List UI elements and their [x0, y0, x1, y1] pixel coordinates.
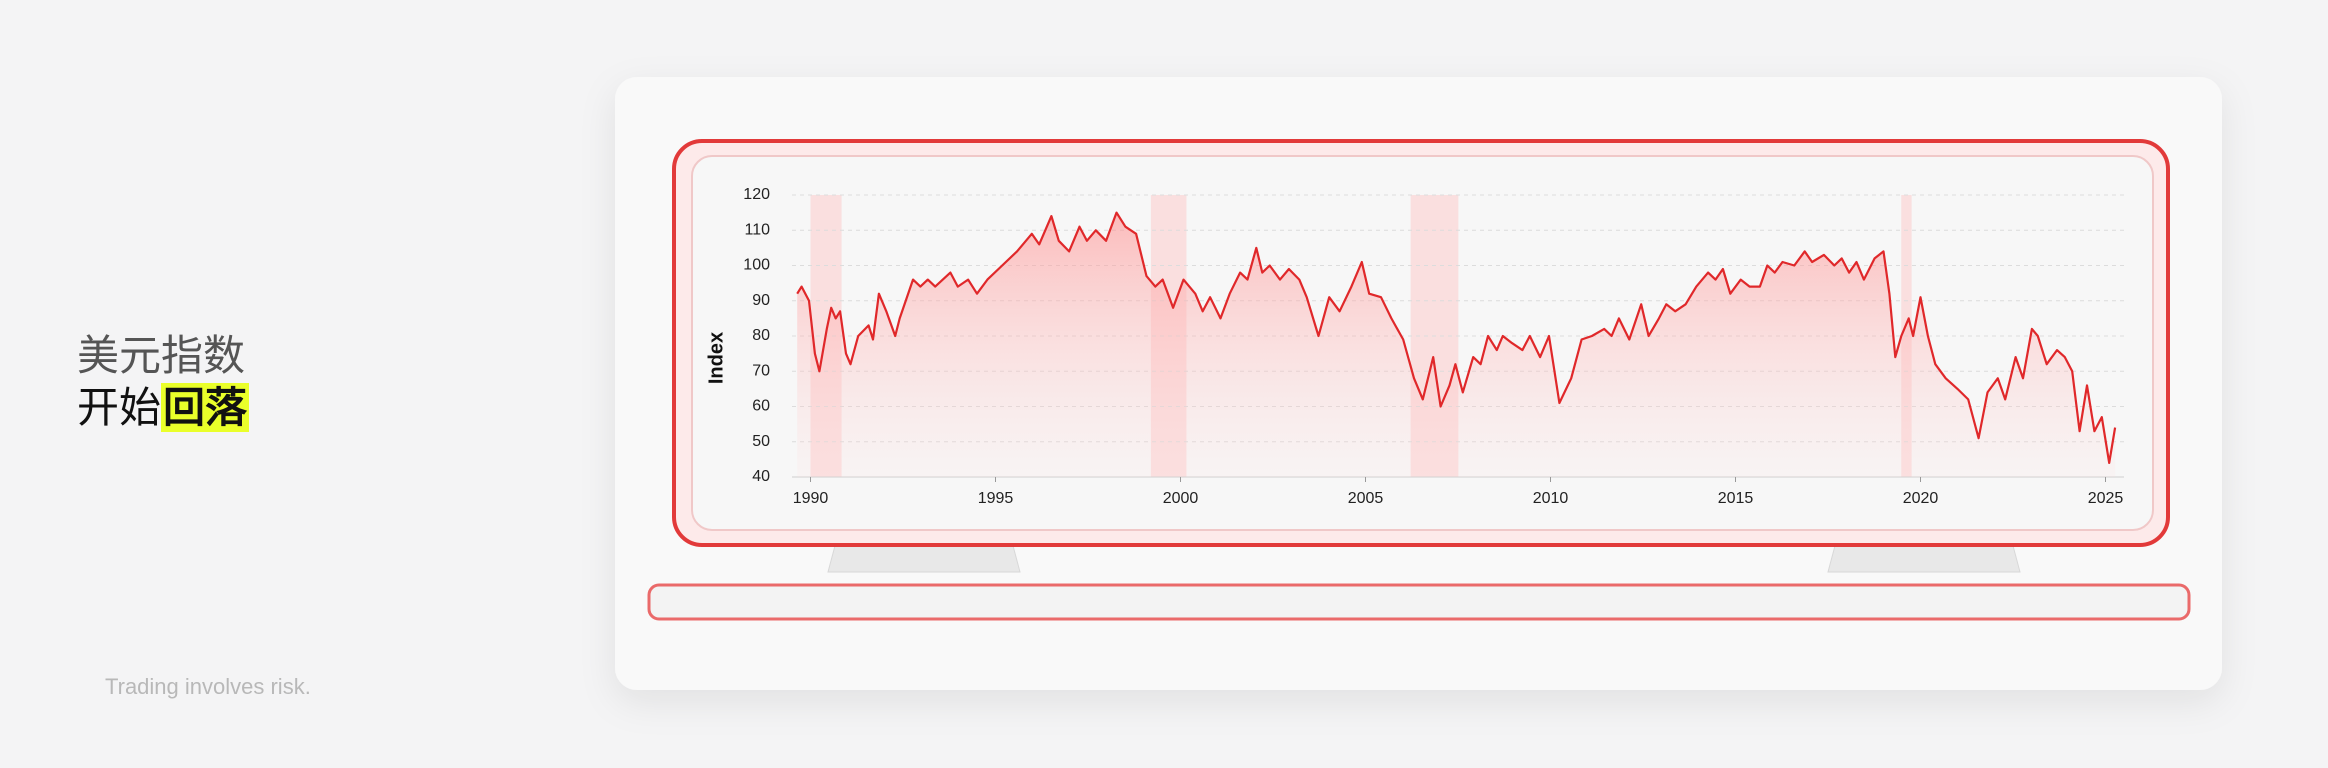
headline-line: 美元指数 — [77, 331, 246, 380]
x-tick-label: 2010 — [1533, 490, 1569, 507]
y-tick-label: 50 — [752, 433, 770, 450]
headline: 美元指数 开始回落 — [77, 330, 250, 434]
headline-line: 开始回落 — [77, 382, 250, 434]
stand-base — [647, 583, 2191, 621]
area — [797, 212, 2116, 477]
y-tick-label: 120 — [743, 186, 770, 203]
x-tick-label: 2025 — [2088, 490, 2124, 507]
headline-highlight: 回落 — [161, 383, 250, 432]
x-tick-label: 2000 — [1163, 490, 1199, 507]
x-tick-label: 1990 — [793, 490, 829, 507]
x-tick-label: 1995 — [978, 490, 1014, 507]
y-tick-label: 110 — [744, 221, 770, 238]
headline-text: 开始 — [77, 383, 162, 432]
y-axis-label: Index — [705, 332, 727, 384]
disclaimer: Trading involves risk. — [105, 674, 311, 699]
y-tick-label: 100 — [743, 257, 770, 274]
y-tick-label: 40 — [752, 468, 770, 485]
line — [796, 211, 2117, 464]
y-tick-label: 90 — [752, 292, 770, 309]
x-tick-label: 2015 — [1718, 490, 1754, 507]
y-tick-label: 70 — [752, 362, 770, 379]
x-tick-label: 2020 — [1903, 490, 1939, 507]
x-tick-label: 2005 — [1348, 490, 1384, 507]
y-tick-label: 80 — [752, 327, 770, 344]
y-tick-label: 60 — [752, 398, 770, 415]
